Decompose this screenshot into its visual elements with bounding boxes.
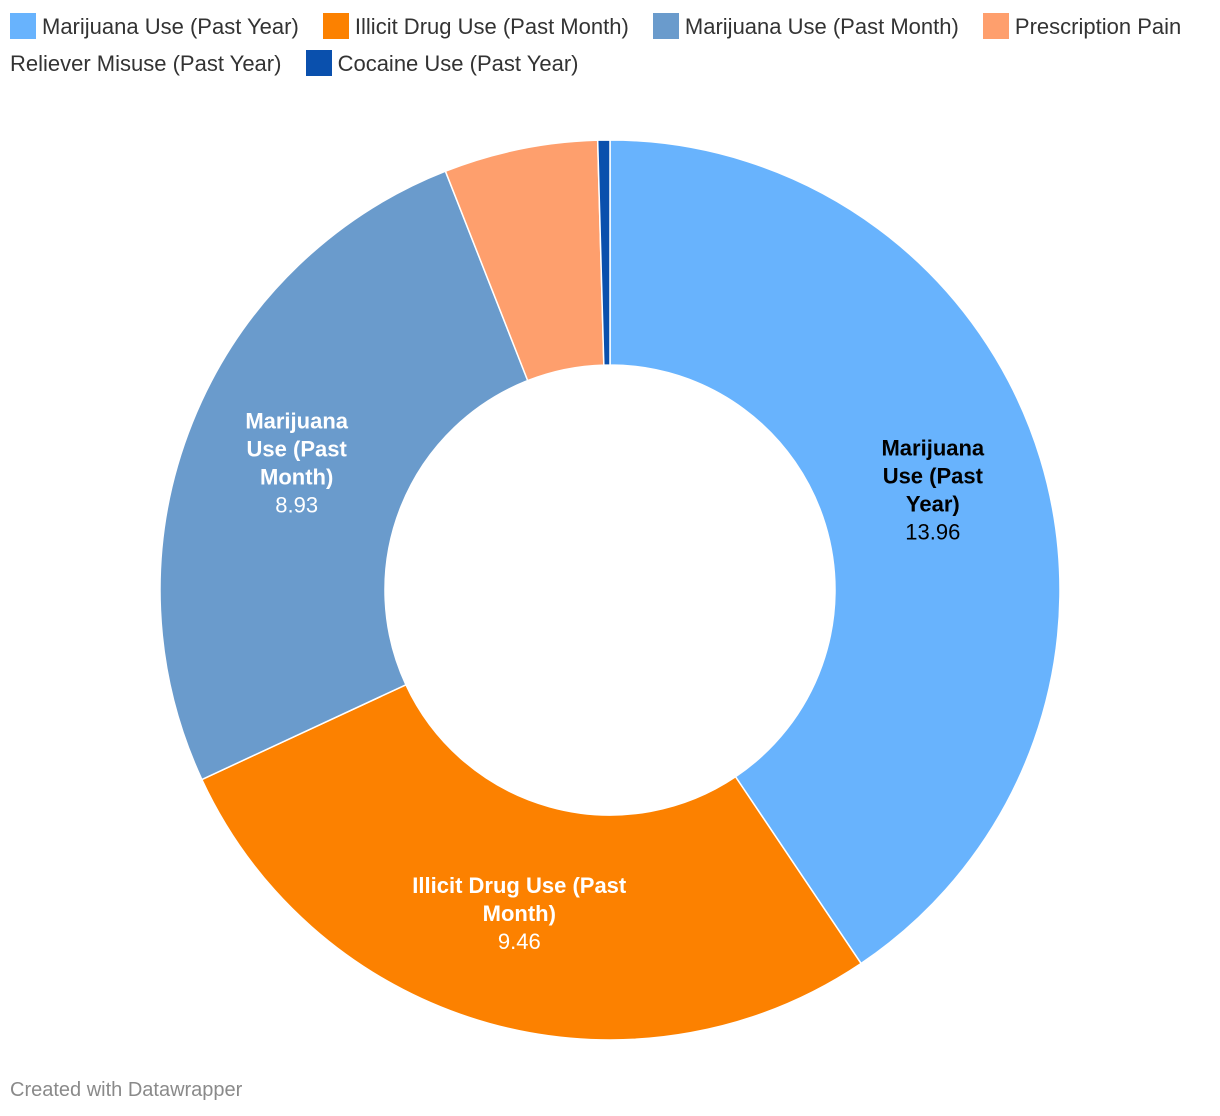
datawrapper-credit: Created with Datawrapper: [10, 1079, 243, 1101]
slice-label-name-marijuana-past-year: Use (Past: [883, 463, 984, 488]
slice-value-illicit-drug-past-month: 9.46: [498, 929, 541, 954]
donut-slice-marijuana-past-month: [159, 170, 529, 781]
slice-label-name-marijuana-past-year: Marijuana: [881, 435, 984, 460]
slice-label-name-illicit-drug-past-month: Month): [483, 901, 556, 926]
legend-label-marijuana-past-month: Marijuana Use (Past Month): [684, 14, 959, 39]
slice-value-marijuana-past-month: 8.93: [275, 492, 318, 517]
legend-label-cocaine-past-year: Cocaine Use (Past Year): [337, 51, 579, 76]
slice-label-name-marijuana-past-month: Marijuana: [245, 408, 348, 433]
legend-item-cocaine-past-year: Cocaine Use (Past Year): [305, 50, 579, 76]
slice-label-illicit-drug-past-month: Illicit Drug Use (Past Month) 9.46: [412, 873, 627, 954]
legend-swatch-illicit-drug-past-month: [322, 13, 349, 39]
legend-label-prescription-pain-reliever: Prescription Pain Reliever Misuse (Past …: [10, 14, 1182, 76]
legend-swatch-cocaine-past-year: [305, 50, 332, 76]
chart-legend: Marijuana Use (Past Year) Illicit Drug U…: [10, 8, 1215, 82]
slice-label-marijuana-past-month: Marijuana Use (Past Month) 8.93: [245, 408, 348, 517]
legend-swatch-prescription-pain-reliever: [982, 13, 1009, 39]
legend-label-marijuana-past-year: Marijuana Use (Past Year): [42, 14, 299, 39]
legend-swatch-marijuana-past-month: [652, 13, 679, 39]
slice-label-name-illicit-drug-past-month: Illicit Drug Use (Past: [412, 873, 627, 898]
legend-item-illicit-drug-past-month: Illicit Drug Use (Past Month): [322, 13, 629, 39]
legend-swatch-marijuana-past-year: [10, 13, 36, 39]
donut-slice-illicit-drug-past-month: [200, 683, 863, 1041]
donut-slice-marijuana-past-year: [609, 139, 1061, 965]
slice-label-marijuana-past-year: Marijuana Use (Past Year) 13.96: [881, 435, 984, 544]
slice-value-marijuana-past-year: 13.96: [905, 519, 960, 544]
donut-chart: Marijuana Use (Past Year) 13.96 Illicit Drug…: [159, 139, 1061, 1041]
donut-slice-cocaine-past-year: [596, 139, 611, 366]
slice-label-name-marijuana-past-year: Year): [906, 491, 960, 516]
legend-item-marijuana-past-year: Marijuana Use (Past Year): [10, 13, 299, 39]
slice-label-name-marijuana-past-month: Month): [260, 464, 333, 489]
legend-item-marijuana-past-month: Marijuana Use (Past Month): [652, 13, 959, 39]
slice-label-name-marijuana-past-month: Use (Past: [247, 436, 348, 461]
legend-label-illicit-drug-past-month: Illicit Drug Use (Past Month): [354, 14, 629, 39]
legend-item-prescription-pain-reliever: Prescription Pain Reliever Misuse (Past …: [10, 13, 1182, 76]
